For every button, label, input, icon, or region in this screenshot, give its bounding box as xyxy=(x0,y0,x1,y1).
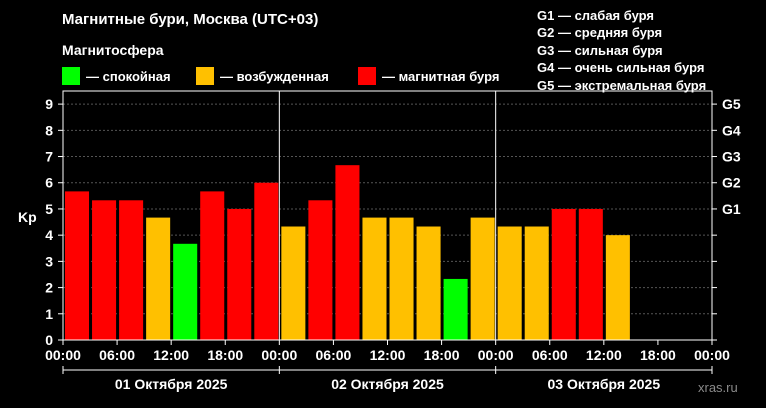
y-tick-label: 5 xyxy=(45,201,53,217)
plot-frame xyxy=(62,90,713,341)
kp-bar xyxy=(416,226,441,340)
g-level-label: G4 xyxy=(722,122,741,138)
x-tick-label: 00:00 xyxy=(478,347,514,363)
storm-level-g2: G2 — средняя буря xyxy=(537,25,663,41)
kp-bar xyxy=(443,278,468,340)
storm-level-g4: G4 — очень сильная буря xyxy=(537,60,705,76)
x-tick-label: 06:00 xyxy=(99,347,135,363)
y-tick-label: 7 xyxy=(45,149,53,165)
x-tick-label: 00:00 xyxy=(694,347,730,363)
kp-bar xyxy=(146,217,171,340)
kp-bar xyxy=(362,217,387,340)
legend-quiet-swatch xyxy=(62,67,80,85)
kp-bar xyxy=(578,208,603,340)
kp-bar xyxy=(335,165,360,340)
x-tick-label: 12:00 xyxy=(586,347,622,363)
g-level-label: G1 xyxy=(722,201,741,217)
kp-bar xyxy=(389,217,414,340)
chart-title: Магнитные бури, Москва (UTC+03) xyxy=(62,11,319,28)
y-tick-label: 3 xyxy=(45,253,53,269)
kp-bar xyxy=(470,217,495,340)
legend-active: — возбужденная xyxy=(196,67,329,85)
storm-level-g5: G5 — экстремальная буря xyxy=(537,77,707,93)
x-tick-label: 06:00 xyxy=(532,347,568,363)
g-level-label: G3 xyxy=(722,149,741,165)
legend-active-swatch xyxy=(196,67,214,85)
g-level-label: G5 xyxy=(722,96,741,112)
x-tick-label: 18:00 xyxy=(640,347,676,363)
kp-bar xyxy=(173,243,198,340)
kp-bar xyxy=(92,200,117,340)
x-tick-label: 18:00 xyxy=(207,347,243,363)
y-tick-label: 9 xyxy=(45,96,53,112)
legend-quiet: — спокойная xyxy=(62,67,171,85)
legend-storm-label: — магнитная буря xyxy=(382,68,500,84)
axes: 0 1 2 3 4 5 6 7 8 9 G1 G2 G3 G4 G5 00:00 06:00 12:00 18:00… xyxy=(45,96,741,392)
y-tick-label: 1 xyxy=(45,306,53,322)
kp-bar xyxy=(281,226,306,340)
y-axis-label: Kp xyxy=(18,209,37,225)
x-tick-label: 12:00 xyxy=(370,347,406,363)
grid-lines xyxy=(63,103,712,315)
g-level-label: G2 xyxy=(722,175,741,191)
day-label: 02 Октября 2025 xyxy=(331,376,444,392)
y-tick-label: 0 xyxy=(45,332,53,348)
storm-level-g1: G1 — слабая буря xyxy=(537,8,655,23)
y-tick-label: 8 xyxy=(45,122,53,138)
kp-bar xyxy=(227,208,252,340)
x-tick-label: 18:00 xyxy=(424,347,460,363)
watermark: xras.ru xyxy=(698,380,738,395)
legend-quiet-label: — спокойная xyxy=(86,68,171,84)
x-tick-label: 06:00 xyxy=(316,347,352,363)
y-tick-label: 4 xyxy=(45,227,53,243)
storm-level-g3: G3 — сильная буря xyxy=(537,42,663,58)
kp-bars xyxy=(65,165,630,340)
x-tick-label: 00:00 xyxy=(261,347,297,363)
kp-bar xyxy=(65,191,90,340)
kp-bar xyxy=(497,226,522,340)
kp-bar xyxy=(119,200,144,340)
kp-bar xyxy=(254,182,279,340)
kp-bar xyxy=(200,191,225,340)
section-title: Магнитосфера xyxy=(62,42,164,58)
kp-bar xyxy=(605,235,630,340)
kp-bar xyxy=(308,200,333,340)
x-tick-label: 00:00 xyxy=(45,347,81,363)
kp-bar xyxy=(551,208,576,340)
x-tick-label: 12:00 xyxy=(153,347,189,363)
legend-storm: — магнитная буря xyxy=(358,67,499,85)
kp-bar xyxy=(524,226,549,340)
y-tick-label: 6 xyxy=(45,175,53,191)
day-label: 01 Октября 2025 xyxy=(115,376,228,392)
storm-level-legend: G1 — слабая буря G2 — средняя буря G3 — … xyxy=(537,7,706,94)
day-label: 03 Октября 2025 xyxy=(548,376,661,392)
y-tick-label: 2 xyxy=(45,280,53,296)
legend-storm-swatch xyxy=(358,67,376,85)
legend-active-label: — возбужденная xyxy=(220,68,329,84)
